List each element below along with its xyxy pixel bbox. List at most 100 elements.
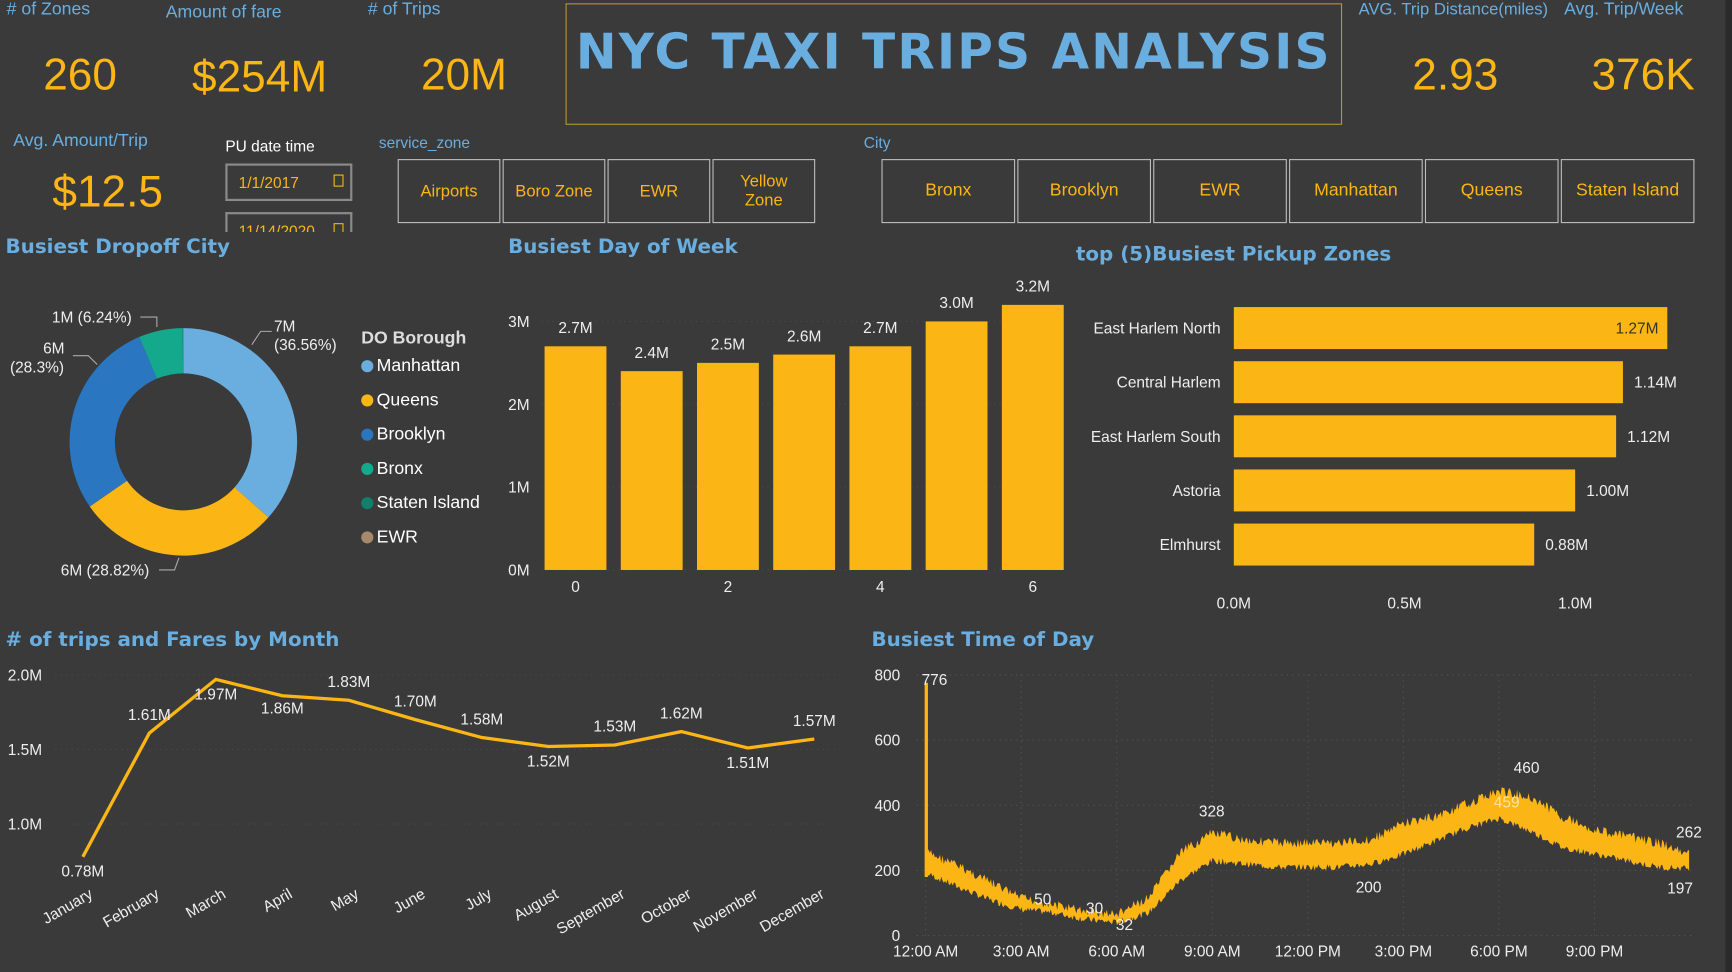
point-data-label: 1.57M (793, 713, 836, 730)
donut-slice-queens (89, 480, 269, 556)
date-filter-label: PU date time (225, 136, 315, 155)
day-bar (849, 346, 912, 570)
service-zone-ewr[interactable]: EWR (607, 159, 711, 224)
bar-data-label: 2.4M (635, 345, 669, 362)
point-data-label: 1.83M (327, 674, 370, 691)
point-data-label: 1.97M (194, 686, 237, 703)
donut-label-brooklyn-pct: (28.3%) (10, 359, 64, 376)
point-data-label: 262 (1676, 824, 1702, 841)
leader-line (140, 316, 158, 327)
start-date-value: 1/1/2017 (238, 173, 299, 192)
city-bronx[interactable]: Bronx (881, 159, 1016, 224)
x-tick-label: 3:00 AM (993, 944, 1050, 961)
legend-item[interactable]: Bronx (361, 460, 423, 480)
y-tick-label: 800 (874, 667, 900, 684)
kpi-trips-value: 20M (420, 50, 507, 100)
bar-data-label: 2.7M (558, 320, 592, 337)
legend-dot-icon (361, 428, 374, 441)
y-tick-label: 0M (508, 562, 529, 579)
calendar-icon[interactable] (333, 174, 344, 187)
y-tick-label: 1.5M (8, 742, 42, 759)
x-tick-label: August (511, 885, 562, 924)
point-data-label: 1.58M (460, 711, 503, 728)
service-zone-label: service_zone (378, 133, 471, 152)
legend-item[interactable]: Brooklyn (361, 425, 445, 445)
day-bar (544, 346, 607, 570)
donut-slice-manhattan (183, 328, 298, 518)
y-tick-label: 200 (874, 863, 900, 880)
scrollbar[interactable] (1725, 0, 1732, 972)
zone-label: East Harlem South (1091, 429, 1221, 446)
service-zone-yellow-zone[interactable]: Yellow Zone (712, 159, 816, 224)
bar-data-label: 1.12M (1627, 429, 1670, 446)
city-staten-island[interactable]: Staten Island (1560, 159, 1695, 224)
day-bar (773, 354, 836, 570)
x-tick-label: 3:00 PM (1375, 944, 1433, 961)
x-tick-label: February (100, 886, 162, 932)
kpi-fare-label: Amount of fare (165, 3, 282, 23)
y-tick-label: 0 (892, 928, 901, 945)
city-brooklyn[interactable]: Brooklyn (1017, 159, 1151, 224)
legend-label: Brooklyn (376, 425, 446, 445)
point-data-label: 32 (1116, 917, 1133, 934)
kpi-avg-amount-value: $12.5 (52, 167, 163, 217)
legend-item[interactable]: Staten Island (361, 494, 480, 514)
point-data-label: 1.51M (726, 755, 769, 772)
x-tick-label: 6:00 PM (1470, 944, 1528, 961)
point-data-label: 460 (1514, 760, 1540, 777)
end-date-value: 11/14/2020 (238, 222, 315, 232)
bar-data-label: 2.7M (863, 320, 897, 337)
leader-line (251, 330, 272, 345)
point-data-label: 1.52M (527, 753, 570, 770)
pickup-chart-title: top (5)Busiest Pickup Zones (1075, 243, 1392, 267)
leader-line (159, 557, 180, 571)
donut-label-queens: 6M (28.82%) (61, 562, 149, 579)
point-data-label: 328 (1199, 803, 1225, 820)
calendar-icon[interactable] (333, 223, 344, 232)
x-tick-label: 12:00 PM (1275, 944, 1341, 961)
city-manhattan[interactable]: Manhattan (1289, 159, 1423, 224)
legend-item[interactable]: EWR (361, 528, 418, 548)
kpi-week-label: Avg. Trip/Week (1564, 0, 1684, 19)
city-queens[interactable]: Queens (1424, 159, 1559, 224)
x-tick-label: June (391, 886, 429, 917)
point-data-label: 197 (1667, 881, 1693, 898)
y-tick-label: 3M (508, 314, 529, 331)
point-data-label: 200 (1356, 880, 1382, 897)
start-date-input[interactable]: 1/1/2017 (225, 163, 353, 202)
point-data-label: 776 (922, 672, 948, 689)
zone-bar (1233, 307, 1668, 350)
legend-item[interactable]: Queens (361, 391, 439, 411)
y-tick-label: 1.0M (8, 817, 42, 834)
kpi-zones-value: 260 (43, 50, 117, 100)
donut-label-bronx: 1M (6.24%) (52, 310, 132, 327)
x-tick-label: October (638, 886, 694, 928)
point-data-label: 1.53M (593, 719, 636, 736)
time-chart-title: Busiest Time of Day (871, 628, 1095, 652)
dropoff-chart-title: Busiest Dropoff City (5, 235, 230, 259)
legend-dot-icon (361, 394, 374, 407)
service-zone-airports[interactable]: Airports (397, 159, 501, 224)
legend-item[interactable]: Manhattan (361, 357, 460, 377)
donut-label-brooklyn: 6M (43, 340, 64, 357)
point-data-label: 459 (1494, 794, 1520, 811)
x-tick-label: November (691, 886, 761, 936)
x-tick-label: April (260, 886, 295, 916)
x-tick-label: January (40, 886, 96, 928)
service-zone-boro-zone[interactable]: Boro Zone (502, 159, 606, 224)
bar-data-label: 1.27M (1616, 321, 1659, 338)
x-tick-label: 6:00 AM (1088, 944, 1145, 961)
day-bar (620, 371, 683, 570)
x-tick-label: September (554, 886, 628, 939)
x-tick-label: March (183, 886, 229, 922)
end-date-input[interactable]: 11/14/2020 (225, 212, 353, 232)
point-data-label: 0.78M (61, 864, 104, 881)
x-tick-label: 1.0M (1558, 596, 1592, 613)
time-of-day-band (927, 786, 1690, 926)
zone-label: Elmhurst (1160, 537, 1222, 554)
city-ewr[interactable]: EWR (1153, 159, 1287, 224)
x-tick-label: 0.0M (1217, 596, 1251, 613)
zone-bar (1233, 415, 1617, 458)
